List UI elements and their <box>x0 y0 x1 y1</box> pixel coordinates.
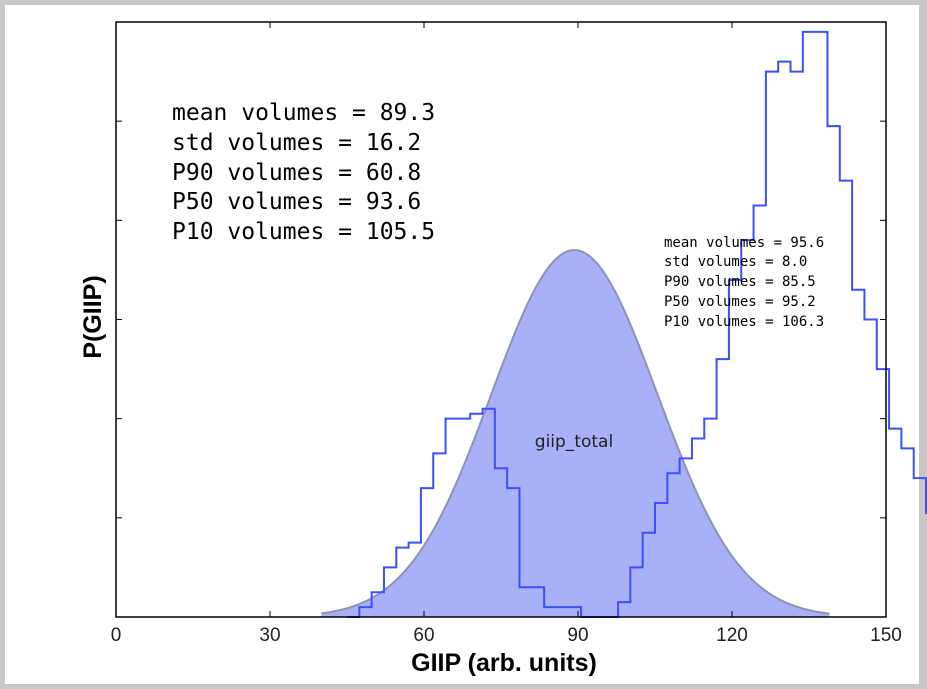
stats-large-p10: P10 volumes = 105.5 <box>172 219 435 245</box>
gaussian-curve <box>321 249 830 615</box>
stats-small-p50: P50 volumes = 95.2 <box>664 294 816 310</box>
x-tick-label-30: 30 <box>259 625 280 646</box>
stats-large-p50: P50 volumes = 93.6 <box>172 189 421 215</box>
x-tick-label-0: 0 <box>111 625 122 646</box>
y-axis-title: P(GIIP) <box>79 275 107 358</box>
stats-large-p90: P90 volumes = 60.8 <box>172 160 421 186</box>
stats-small-p90: P90 volumes = 85.5 <box>664 274 816 290</box>
stats-small-p10: P10 volumes = 106.3 <box>664 314 824 330</box>
stats-small-std: std volumes = 8.0 <box>664 254 807 270</box>
series-label-giip-total: giip_total <box>535 432 613 452</box>
x-axis-title: GIIP (arb. units) <box>411 649 597 677</box>
x-tick-label-150: 150 <box>870 625 902 646</box>
x-tick-label-120: 120 <box>716 625 748 646</box>
stats-large-std: std volumes = 16.2 <box>172 130 421 156</box>
gaussian-area <box>321 250 830 618</box>
stats-small-mean: mean volumes = 95.6 <box>664 235 824 251</box>
histogram-step-line <box>347 30 927 618</box>
x-tick-label-60: 60 <box>413 625 434 646</box>
stats-large-mean: mean volumes = 89.3 <box>172 100 435 126</box>
x-tick-label-90: 90 <box>567 625 588 646</box>
